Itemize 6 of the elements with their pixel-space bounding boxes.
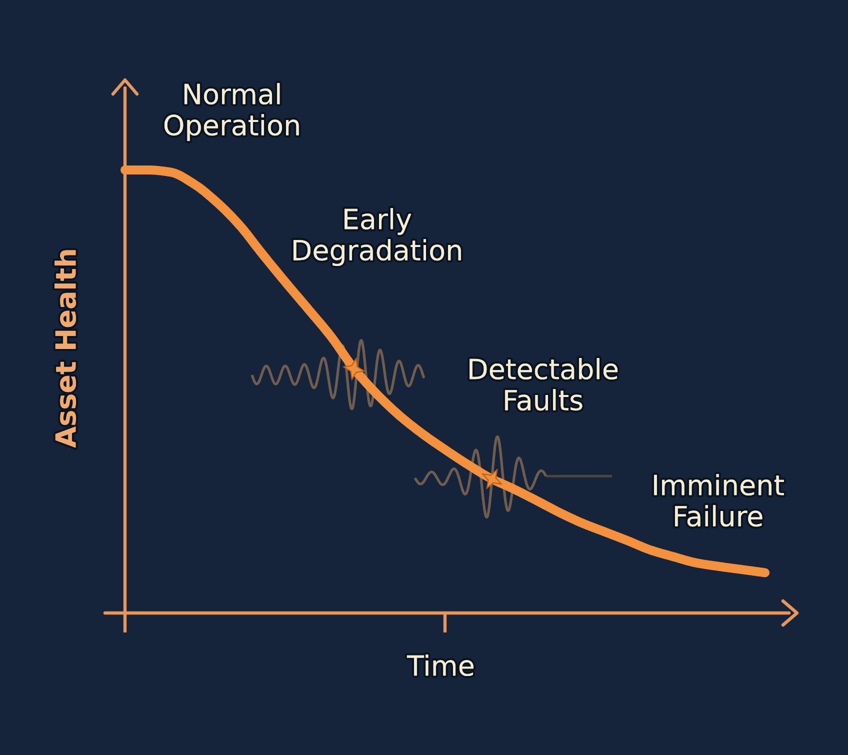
annotation: Imminent Failure [654, 474, 784, 527]
annotation: Early Degradation [294, 208, 461, 266]
text: Normal Operation [164, 83, 299, 141]
annotation: Detectable Faults [470, 358, 618, 411]
x-axis-title: Time [406, 654, 474, 676]
y-axis-title: Asset Health [54, 250, 76, 448]
